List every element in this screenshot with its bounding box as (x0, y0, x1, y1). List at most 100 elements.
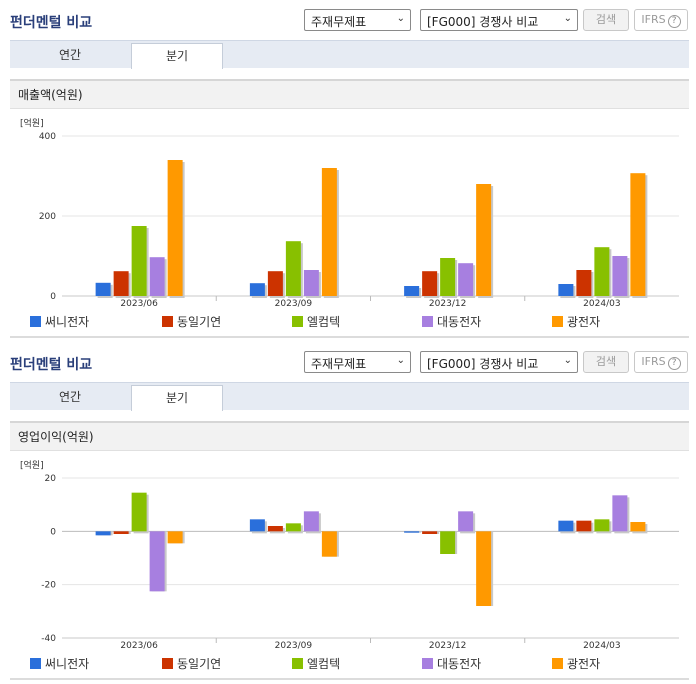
bar-3-2024/03[interactable] (594, 247, 610, 296)
legend-label: 동일기연 (177, 657, 222, 671)
legend-item[interactable]: 써니전자 (30, 313, 89, 330)
y-tick-label: -20 (41, 581, 56, 591)
bar-3-2023/12[interactable] (440, 258, 456, 296)
bar-4-2023/06[interactable] (149, 257, 165, 296)
period-tabs: 연간 분기 (10, 382, 689, 411)
legend-item[interactable]: 엘컴텍 (292, 655, 340, 672)
statement-select[interactable]: 주재무제표 ⌄ (304, 351, 411, 373)
bar-1-2024/03[interactable] (558, 520, 574, 532)
ifrs-button[interactable]: IFRS? (634, 351, 688, 373)
x-tick-label: 2023/12 (429, 299, 466, 309)
tab-annual[interactable]: 연간 (58, 390, 82, 404)
search-button[interactable]: 검색 (583, 9, 629, 31)
chevron-down-icon: ⌄ (396, 13, 405, 24)
bar-4-2023/09[interactable] (303, 270, 319, 296)
bar-5-2023/09[interactable] (321, 531, 337, 557)
bar-4-2023/06[interactable] (149, 531, 165, 592)
bar-1-2023/09[interactable] (249, 283, 265, 296)
bar-4-2023/12[interactable] (458, 263, 474, 296)
bar-5-2023/06[interactable] (167, 160, 183, 296)
bar-3-2023/12[interactable] (440, 531, 456, 554)
legend-label: 써니전자 (45, 657, 90, 671)
panel-title: 펀더멘털 비교 (10, 15, 93, 31)
x-tick-label: 2024/03 (583, 641, 620, 651)
divider (10, 678, 689, 680)
bar-5-2023/06[interactable] (167, 531, 183, 544)
bar-2-2023/09[interactable] (267, 526, 283, 532)
section-title: 영업이익(억원) (10, 421, 689, 451)
ifrs-label: IFRS (641, 13, 666, 26)
legend-label: 동일기연 (177, 315, 222, 329)
bar-5-2023/09[interactable] (321, 168, 337, 296)
x-tick-label: 2023/06 (120, 299, 158, 309)
period-tabs: 연간 분기 (10, 40, 689, 69)
ifrs-button[interactable]: IFRS? (634, 9, 688, 31)
bar-1-2023/12[interactable] (404, 531, 420, 533)
bar-3-2023/06[interactable] (131, 492, 147, 532)
bar-5-2024/03[interactable] (630, 522, 646, 532)
y-unit-label: [억원] (20, 117, 44, 129)
statement-select-value: 주재무제표 (311, 357, 367, 371)
bar-3-2023/06[interactable] (131, 226, 147, 296)
legend-item[interactable]: 대동전자 (422, 313, 481, 330)
ifrs-label: IFRS (641, 355, 666, 368)
compare-select[interactable]: [FG000] 경쟁사 비교 ⌄ (420, 351, 578, 373)
legend-label: 대동전자 (437, 657, 482, 671)
bar-2-2023/06[interactable] (113, 531, 129, 534)
legend-item[interactable]: 동일기연 (162, 313, 221, 330)
bar-4-2023/09[interactable] (303, 511, 319, 532)
fundamental-panel-sales: 펀더멘털 비교 주재무제표 ⌄ [FG000] 경쟁사 비교 ⌄ 검색 IFRS… (10, 9, 689, 338)
chevron-down-icon: ⌄ (563, 13, 572, 24)
bar-5-2024/03[interactable] (630, 173, 646, 296)
bar-5-2023/12[interactable] (476, 184, 492, 296)
compare-select[interactable]: [FG000] 경쟁사 비교 ⌄ (420, 9, 578, 31)
bar-1-2023/06[interactable] (95, 282, 111, 296)
bar-3-2023/09[interactable] (285, 523, 301, 532)
y-tick-label: -40 (41, 634, 56, 644)
legend-swatch (30, 658, 41, 669)
legend-label: 엘컴텍 (307, 315, 341, 329)
statement-select-value: 주재무제표 (311, 15, 367, 29)
bar-3-2024/03[interactable] (594, 519, 610, 532)
legend-swatch (422, 316, 433, 327)
compare-select-value: [FG000] 경쟁사 비교 (427, 15, 539, 29)
fundamental-panel-operating-profit: 펀더멘털 비교 주재무제표 ⌄ [FG000] 경쟁사 비교 ⌄ 검색 IFRS… (0, 342, 696, 684)
statement-select[interactable]: 주재무제표 ⌄ (304, 9, 411, 31)
bar-2-2024/03[interactable] (576, 270, 592, 296)
legend-item[interactable]: 엘컴텍 (292, 313, 340, 330)
bar-2-2023/09[interactable] (267, 271, 283, 296)
panel-title: 펀더멘털 비교 (10, 357, 93, 373)
bar-1-2023/09[interactable] (249, 519, 265, 532)
legend-item[interactable]: 대동전자 (422, 655, 481, 672)
legend-item[interactable]: 동일기연 (162, 655, 221, 672)
legend-swatch (162, 316, 173, 327)
bar-2-2023/12[interactable] (422, 531, 438, 534)
bar-3-2023/09[interactable] (285, 241, 301, 296)
bar-2-2023/12[interactable] (422, 271, 438, 296)
bar-4-2024/03[interactable] (612, 256, 628, 296)
bar-1-2023/06[interactable] (95, 531, 111, 536)
tab-quarterly[interactable]: 분기 (131, 385, 223, 411)
bar-4-2024/03[interactable] (612, 495, 628, 532)
bar-1-2023/12[interactable] (404, 286, 420, 296)
bar-5-2023/12[interactable] (476, 531, 492, 606)
tab-annual[interactable]: 연간 (58, 48, 82, 62)
chevron-down-icon: ⌄ (396, 355, 405, 366)
legend-item[interactable]: 써니전자 (30, 655, 89, 672)
chart-legend: 써니전자 동일기연 엘컴텍 대동전자 광전자 (30, 655, 690, 671)
operating-profit-bar-chart: [억원] -40 -20 0 20 2023/06 2023/09 2023/12 2024/0… (20, 459, 679, 651)
legend-item[interactable]: 광전자 (552, 655, 600, 672)
legend-label: 엘컴텍 (307, 657, 341, 671)
bar-1-2024/03[interactable] (558, 284, 574, 296)
chevron-down-icon: ⌄ (563, 355, 572, 366)
bar-2-2024/03[interactable] (576, 520, 592, 532)
divider (10, 336, 689, 338)
bar-2-2023/06[interactable] (113, 271, 129, 296)
bar-4-2023/12[interactable] (458, 511, 474, 532)
compare-select-value: [FG000] 경쟁사 비교 (427, 357, 539, 371)
tab-quarterly[interactable]: 분기 (131, 43, 223, 69)
help-icon[interactable]: ? (667, 357, 681, 370)
help-icon[interactable]: ? (667, 15, 681, 28)
search-button[interactable]: 검색 (583, 351, 629, 373)
legend-item[interactable]: 광전자 (552, 313, 600, 330)
